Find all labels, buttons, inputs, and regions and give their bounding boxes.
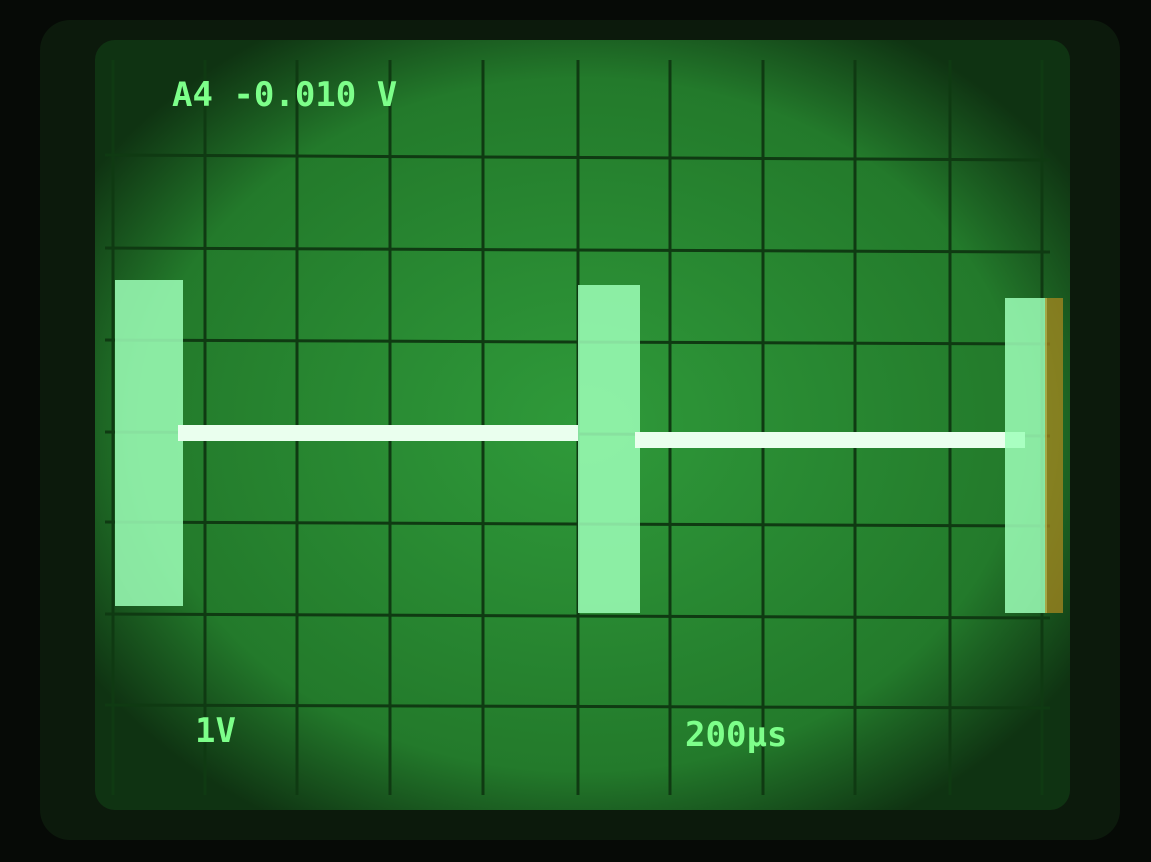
graticule	[104, 60, 1051, 795]
waveform	[115, 280, 1063, 613]
trigger-readout: A4 -0.010 V	[172, 75, 397, 115]
time-per-div: 200µs	[685, 715, 787, 755]
volts-per-div: 1V	[195, 711, 236, 751]
